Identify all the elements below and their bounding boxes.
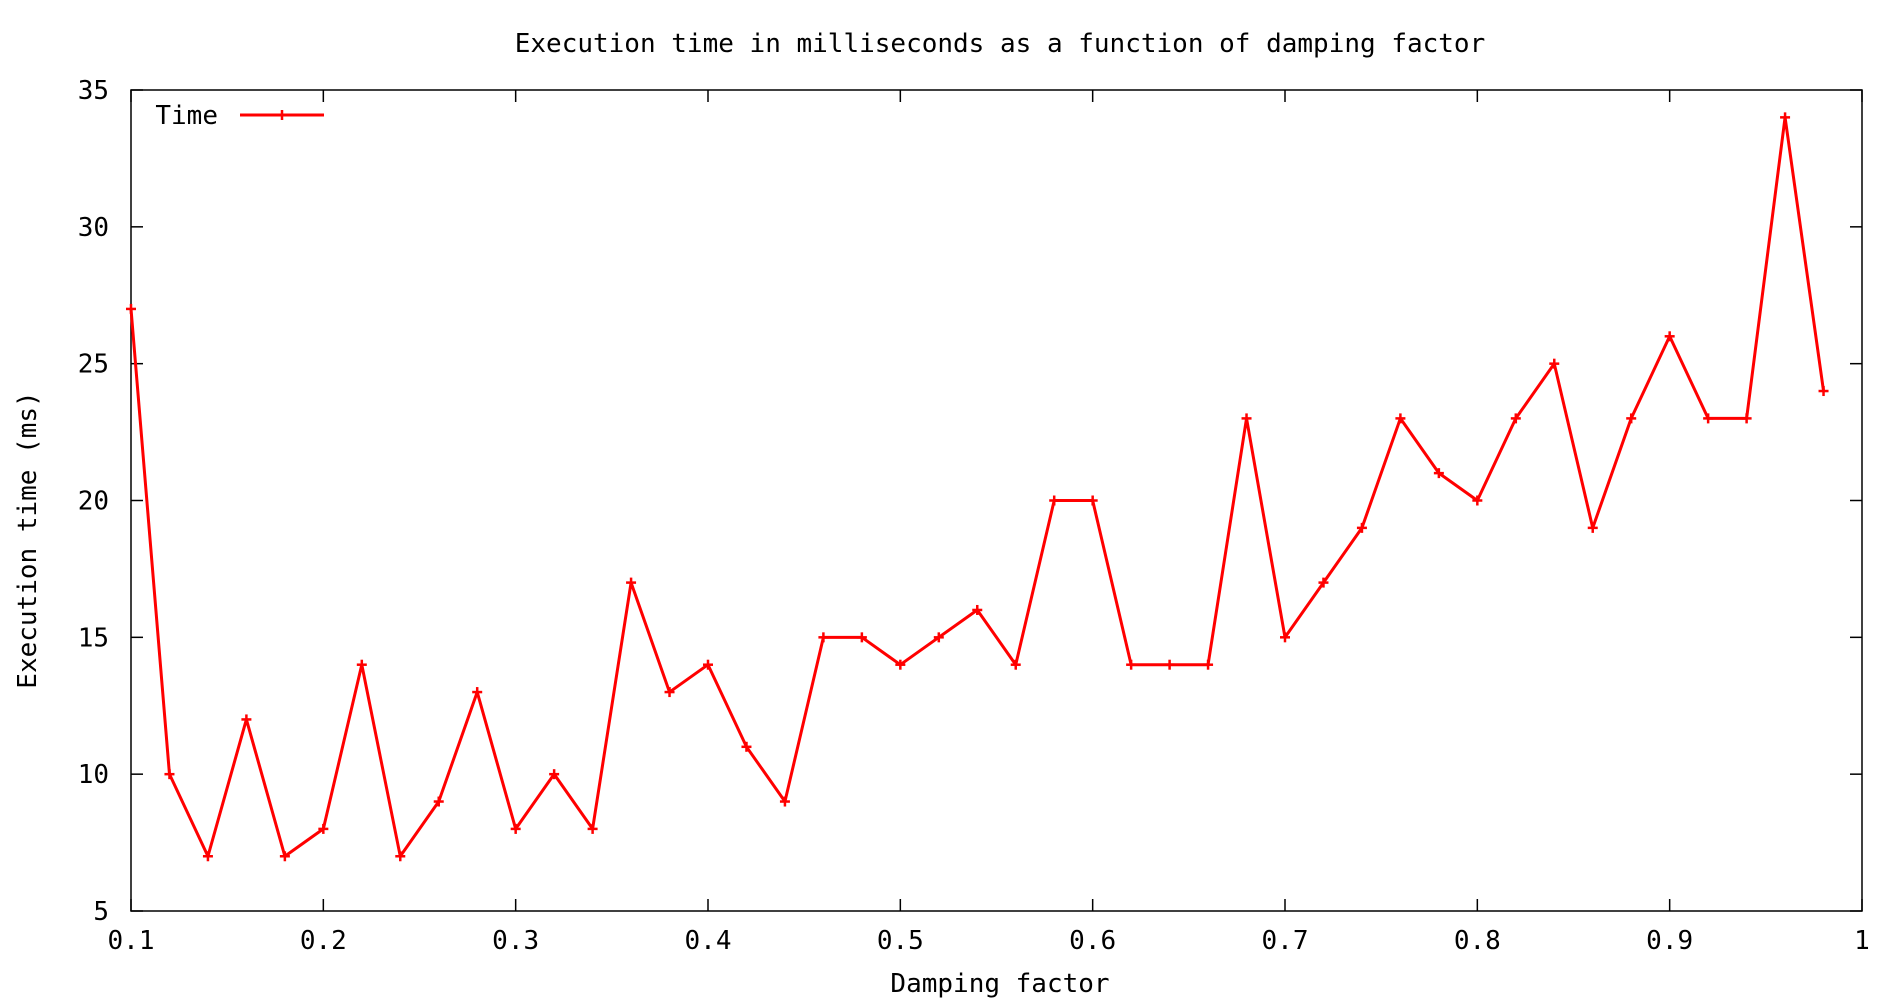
data-point (472, 687, 483, 698)
x-tick-label: 0.5 (877, 926, 924, 956)
data-point (1049, 495, 1060, 506)
data-point (1703, 413, 1714, 424)
data-point (1780, 112, 1791, 123)
data-point (856, 632, 867, 643)
data-point (703, 659, 713, 670)
x-tick-label: 0.7 (1262, 926, 1309, 956)
data-point (1510, 413, 1521, 424)
legend-marker-time (277, 110, 287, 120)
series-line-time (129, 115, 1826, 858)
y-tick-label: 15 (78, 623, 109, 653)
data-point (818, 632, 829, 643)
data-point (126, 303, 136, 314)
data-point (1626, 413, 1637, 424)
data-point (510, 823, 521, 834)
data-point (587, 823, 598, 834)
chart-title: Execution time in milliseconds as a func… (515, 29, 1486, 59)
y-tick-label: 35 (78, 76, 109, 106)
x-tick-label: 0.3 (492, 926, 539, 956)
y-tick-label: 30 (78, 213, 109, 243)
data-point (741, 741, 752, 752)
y-axis-label: Execution time (ms) (13, 391, 43, 688)
x-tick-label: 0.2 (300, 926, 347, 956)
x-tick-label: 0.6 (1069, 926, 1116, 956)
data-point (202, 851, 213, 862)
data-point (895, 659, 906, 670)
legend-label-time: Time (155, 101, 218, 131)
y-tick-label: 20 (78, 487, 109, 517)
legend-plus-marker (277, 110, 287, 120)
data-point (1203, 659, 1214, 670)
data-point (1549, 358, 1560, 369)
x-tick-label: 1 (1854, 926, 1870, 956)
data-point (1010, 659, 1021, 670)
data-point (433, 796, 444, 807)
legend: Time (155, 101, 324, 131)
data-point (1472, 495, 1483, 506)
data-point (356, 659, 367, 670)
axes: 0.1 0.2 0.3 0.4 0.5 0.6 0.7 0.8 0.9 1510152025303… (78, 76, 1870, 956)
x-tick-label: 0.1 (108, 926, 155, 956)
y-tick-label: 10 (78, 760, 109, 790)
data-point (933, 632, 944, 643)
data-point (241, 714, 252, 725)
data-point (549, 769, 560, 780)
data-point (626, 577, 637, 588)
x-tick-label: 0.8 (1454, 926, 1501, 956)
y-tick-label: 5 (93, 897, 109, 927)
data-point (279, 851, 290, 862)
data-point (164, 769, 175, 780)
data-point (1587, 522, 1598, 533)
data-point (1664, 331, 1675, 342)
data-point (1818, 386, 1829, 397)
y-tick-label: 25 (78, 350, 109, 380)
data-point (1126, 659, 1137, 670)
data-point (1164, 659, 1175, 670)
data-point (1318, 577, 1329, 588)
series-time (126, 112, 1829, 862)
data-point (1395, 413, 1406, 424)
x-tick-label: 0.4 (685, 926, 732, 956)
data-point (1741, 413, 1752, 424)
data-point (395, 851, 406, 862)
data-point (318, 823, 329, 834)
data-point (1356, 522, 1367, 533)
x-tick-label: 0.9 (1646, 926, 1693, 956)
data-point (1433, 468, 1444, 479)
data-point (779, 796, 790, 807)
data-point (1280, 632, 1290, 643)
data-point (664, 687, 675, 698)
data-point (1241, 413, 1252, 424)
data-point (972, 604, 983, 615)
x-axis-label: Damping factor (890, 969, 1109, 999)
data-point (1087, 495, 1098, 506)
